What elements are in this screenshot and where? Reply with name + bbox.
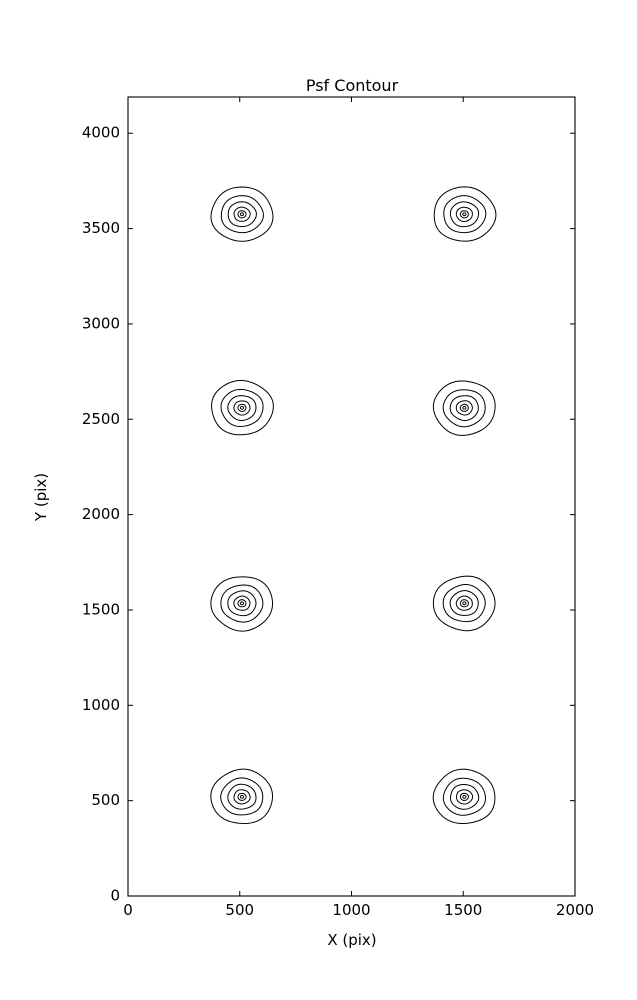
psf-contour-source — [210, 576, 274, 632]
y-tick-label: 0 — [110, 887, 120, 905]
contour-level-5 — [462, 405, 467, 410]
contour-level-5 — [462, 794, 467, 799]
contour-level-3 — [455, 400, 473, 416]
psf-contour-source — [432, 575, 496, 632]
contour-level-4 — [459, 210, 469, 219]
psf-contour-source — [432, 380, 496, 436]
psf-contour-source — [432, 768, 496, 825]
contour-level-1 — [442, 584, 486, 623]
contour-level-0 — [432, 575, 496, 632]
contour-level-0 — [211, 379, 274, 436]
contour-level-4 — [237, 599, 247, 608]
contour-level-0 — [433, 186, 497, 242]
contour-level-3 — [233, 595, 251, 611]
contour-level-4 — [459, 792, 469, 801]
contour-level-2 — [449, 784, 480, 810]
contour-level-5 — [462, 212, 467, 217]
contour-level-2 — [227, 201, 257, 228]
x-axis-ticks: 0 500 1000 1500 2000 — [123, 97, 594, 919]
psf-contour-source — [210, 186, 274, 242]
contour-level-2 — [449, 201, 480, 228]
contour-level-4 — [459, 403, 469, 412]
contour-level-5 — [239, 794, 245, 799]
contour-level-1 — [220, 195, 264, 234]
contour-level-1 — [220, 388, 264, 427]
contour-level-0 — [432, 380, 496, 436]
x-axis-label: X (pix) — [327, 931, 376, 949]
contour-level-1 — [443, 195, 487, 234]
contour-group-layer — [210, 186, 497, 825]
contour-level-2 — [227, 395, 257, 421]
contour-level-3 — [233, 206, 251, 222]
psf-contour-source — [211, 379, 274, 436]
contour-level-2 — [449, 395, 479, 421]
x-tick-label: 500 — [225, 901, 254, 919]
contour-level-4 — [459, 599, 469, 608]
contour-level-0 — [210, 186, 274, 242]
contour-level-1 — [220, 584, 264, 623]
contour-level-0 — [432, 768, 496, 825]
y-tick-label: 1500 — [82, 600, 120, 618]
y-tick-label: 3000 — [82, 314, 120, 332]
contour-level-2 — [227, 590, 257, 617]
axes-frame — [127, 96, 576, 897]
contour-level-1 — [442, 389, 486, 428]
y-axis-ticks: 0 500 1000 1500 2000 2500 3000 3500 4000 — [82, 124, 575, 905]
psf-contour-source — [210, 768, 274, 824]
x-tick-label: 0 — [123, 901, 133, 919]
y-tick-label: 3500 — [82, 219, 120, 237]
contour-level-5 — [239, 601, 245, 606]
contour-level-0 — [210, 768, 274, 824]
x-tick-label: 1000 — [332, 901, 370, 919]
contour-level-3 — [456, 789, 474, 805]
contour-level-2 — [227, 783, 257, 810]
contour-level-4 — [237, 210, 247, 219]
x-tick-label: 1500 — [444, 901, 482, 919]
contour-level-2 — [449, 590, 479, 616]
contour-level-3 — [455, 206, 473, 222]
contour-level-3 — [233, 400, 251, 416]
y-tick-label: 4000 — [82, 124, 120, 142]
x-tick-label: 2000 — [556, 901, 594, 919]
psf-contour-source — [433, 186, 497, 242]
contour-level-5 — [462, 601, 467, 606]
contour-level-3 — [455, 595, 473, 611]
contour-level-4 — [237, 403, 247, 412]
contour-level-1 — [442, 777, 486, 816]
contour-level-0 — [210, 576, 274, 632]
contour-level-1 — [220, 777, 264, 816]
y-tick-label: 1000 — [82, 696, 120, 714]
y-tick-label: 2000 — [82, 505, 120, 523]
contour-level-5 — [239, 212, 245, 217]
contour-level-3 — [233, 789, 251, 805]
contour-level-5 — [239, 405, 245, 410]
plot-title: Psf Contour — [306, 76, 399, 95]
y-tick-label: 2500 — [82, 410, 120, 428]
y-tick-label: 500 — [91, 791, 120, 809]
y-axis-label: Y (pix) — [32, 473, 50, 522]
contour-level-4 — [237, 792, 247, 801]
